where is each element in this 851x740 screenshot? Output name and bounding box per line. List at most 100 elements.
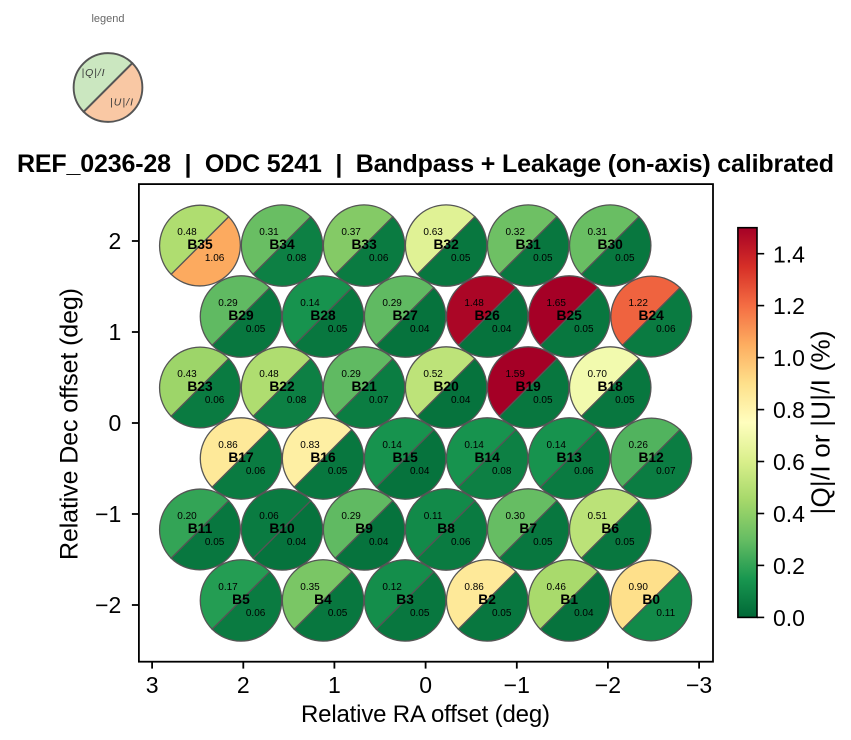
svg-text:0.04: 0.04 <box>451 395 471 406</box>
svg-text:B14: B14 <box>474 450 500 465</box>
svg-text:0.08: 0.08 <box>287 395 307 406</box>
svg-text:0.04: 0.04 <box>287 537 307 548</box>
svg-text:Relative RA offset (deg): Relative RA offset (deg) <box>301 701 550 728</box>
svg-text:0.08: 0.08 <box>287 253 307 264</box>
svg-text:B0: B0 <box>642 592 660 607</box>
svg-text:0.05: 0.05 <box>615 537 635 548</box>
svg-text:B6: B6 <box>601 521 619 536</box>
svg-text:0.05: 0.05 <box>615 253 635 264</box>
svg-text:Relative Dec offset (deg): Relative Dec offset (deg) <box>56 288 84 560</box>
svg-text:B11: B11 <box>188 521 213 536</box>
svg-text:0.04: 0.04 <box>410 466 430 477</box>
svg-text:0.29: 0.29 <box>218 298 238 309</box>
svg-text:1.65: 1.65 <box>546 298 566 309</box>
svg-text:0.14: 0.14 <box>464 440 484 451</box>
svg-text:0.63: 0.63 <box>423 227 443 238</box>
svg-text:0.35: 0.35 <box>300 582 320 593</box>
svg-text:0.6: 0.6 <box>773 449 805 475</box>
svg-text:REF_0236-28 | ODC 5241 | B: REF_0236-28 | ODC 5241 | Bandpass + Leak… <box>17 150 834 178</box>
svg-text:B20: B20 <box>433 379 459 394</box>
svg-text:0.0: 0.0 <box>773 605 805 631</box>
svg-text:1.48: 1.48 <box>464 298 484 309</box>
svg-text:|Q|/I or |U|/I (%): |Q|/I or |U|/I (%) <box>806 331 836 515</box>
svg-text:0.32: 0.32 <box>505 227 525 238</box>
svg-text:−2: −2 <box>595 672 621 698</box>
svg-text:B28: B28 <box>310 308 336 323</box>
svg-text:B13: B13 <box>557 450 583 465</box>
svg-text:0.52: 0.52 <box>423 369 443 380</box>
svg-text:B18: B18 <box>598 379 624 394</box>
svg-text:B27: B27 <box>392 308 418 323</box>
svg-text:B3: B3 <box>396 592 414 607</box>
svg-text:0.05: 0.05 <box>533 253 553 264</box>
svg-text:|U|/I: |U|/I <box>110 96 133 108</box>
svg-text:1.4: 1.4 <box>773 241 805 267</box>
svg-text:0.86: 0.86 <box>464 582 484 593</box>
svg-text:0.05: 0.05 <box>574 324 594 335</box>
svg-text:0.06: 0.06 <box>259 511 279 522</box>
svg-text:0.17: 0.17 <box>218 582 238 593</box>
svg-text:0.29: 0.29 <box>382 298 402 309</box>
svg-text:0.06: 0.06 <box>574 466 594 477</box>
svg-text:1.06: 1.06 <box>205 253 225 264</box>
svg-text:B22: B22 <box>269 379 295 394</box>
svg-text:0.06: 0.06 <box>451 537 471 548</box>
svg-text:B26: B26 <box>474 308 500 323</box>
svg-text:0.05: 0.05 <box>328 466 348 477</box>
svg-text:0.05: 0.05 <box>492 608 512 619</box>
svg-text:B29: B29 <box>228 308 254 323</box>
svg-text:0.14: 0.14 <box>382 440 402 451</box>
svg-text:0.04: 0.04 <box>492 324 512 335</box>
svg-text:0: 0 <box>419 672 432 698</box>
svg-text:|Q|/I: |Q|/I <box>82 67 105 79</box>
svg-text:2: 2 <box>237 672 250 698</box>
svg-text:3: 3 <box>146 672 159 698</box>
svg-text:B33: B33 <box>351 237 377 252</box>
svg-text:1.59: 1.59 <box>505 369 525 380</box>
svg-text:0.05: 0.05 <box>205 537 225 548</box>
svg-text:B9: B9 <box>355 521 373 536</box>
svg-text:0.06: 0.06 <box>246 608 266 619</box>
svg-text:0.83: 0.83 <box>300 440 320 451</box>
svg-text:0.29: 0.29 <box>341 511 361 522</box>
svg-text:0.70: 0.70 <box>587 369 607 380</box>
svg-text:−1: −1 <box>504 672 530 698</box>
svg-text:1.2: 1.2 <box>773 293 805 319</box>
svg-text:0.05: 0.05 <box>533 395 553 406</box>
svg-text:0.05: 0.05 <box>328 608 348 619</box>
svg-text:0.51: 0.51 <box>587 511 607 522</box>
svg-text:0.8: 0.8 <box>773 397 805 423</box>
svg-text:B16: B16 <box>310 450 336 465</box>
svg-text:0.30: 0.30 <box>505 511 525 522</box>
svg-text:0.06: 0.06 <box>205 395 225 406</box>
svg-text:0.37: 0.37 <box>341 227 361 238</box>
svg-text:B32: B32 <box>433 237 459 252</box>
svg-text:0.07: 0.07 <box>369 395 389 406</box>
svg-text:0.05: 0.05 <box>451 253 471 264</box>
svg-text:B8: B8 <box>437 521 455 536</box>
svg-text:0.48: 0.48 <box>177 227 197 238</box>
svg-text:B35: B35 <box>187 237 213 252</box>
svg-text:1: 1 <box>109 319 122 345</box>
svg-text:0.07: 0.07 <box>656 466 676 477</box>
svg-text:0.20: 0.20 <box>177 511 197 522</box>
svg-text:B17: B17 <box>228 450 254 465</box>
svg-text:0.08: 0.08 <box>492 466 512 477</box>
svg-text:B5: B5 <box>232 592 250 607</box>
svg-text:B2: B2 <box>478 592 496 607</box>
svg-text:0.29: 0.29 <box>341 369 361 380</box>
svg-text:1: 1 <box>328 672 341 698</box>
svg-text:−1: −1 <box>95 501 121 527</box>
svg-text:B31: B31 <box>516 237 542 252</box>
svg-text:B12: B12 <box>639 450 665 465</box>
svg-text:0.04: 0.04 <box>369 537 389 548</box>
svg-text:−2: −2 <box>95 592 121 618</box>
svg-text:B24: B24 <box>639 308 665 323</box>
svg-text:1.22: 1.22 <box>628 298 648 309</box>
svg-text:0.4: 0.4 <box>773 501 805 527</box>
svg-text:2: 2 <box>109 228 122 254</box>
svg-text:0.04: 0.04 <box>574 608 594 619</box>
svg-text:B7: B7 <box>519 521 537 536</box>
svg-text:0.12: 0.12 <box>382 582 402 593</box>
svg-text:B4: B4 <box>314 592 332 607</box>
